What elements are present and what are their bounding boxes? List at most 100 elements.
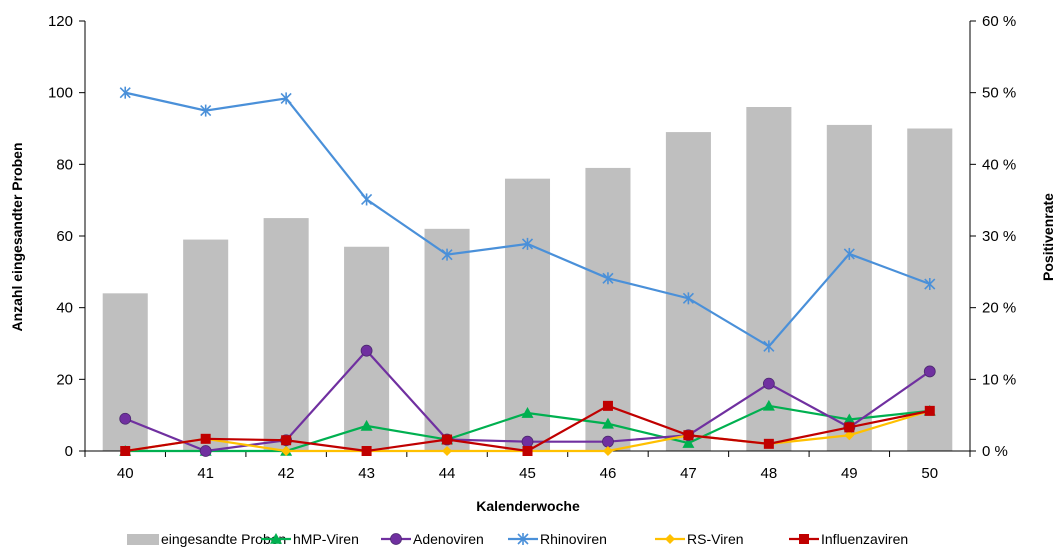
series-adenoviren (119, 344, 936, 457)
data-point-influenzaviren (522, 446, 533, 456)
y-right-tick-label: 10 % (982, 371, 1016, 388)
data-point-influenzaviren (281, 435, 292, 446)
legend-item-eingesandte-proben: eingesandte Proben (127, 531, 286, 547)
data-point-influenzaviren (200, 433, 211, 444)
legend-item-hmp-viren: hMP-Viren (261, 531, 359, 547)
data-point-adenoviren (360, 344, 373, 357)
data-point-rs-viren (844, 430, 855, 441)
axes-layer: 0 20 40 60 80 100 120 0 % 10 % 20 % 30 % 40 % 50 % 60… (48, 13, 1016, 482)
y-right-tick-label: 60 % (982, 13, 1016, 30)
data-point-rhinoviren (200, 104, 212, 117)
data-point-rhinoviren (682, 292, 694, 305)
legend-item-rs-viren: RS-Viren (655, 531, 744, 547)
x-tick-label: 49 (841, 465, 858, 482)
data-point-influenzaviren (442, 434, 453, 445)
data-point-influenzaviren (844, 422, 855, 433)
y-left-tick-label: 60 (56, 228, 73, 245)
data-point-adenoviren (119, 412, 132, 425)
bars-layer (102, 107, 953, 452)
y-right-tick-label: 50 % (982, 85, 1016, 102)
data-point-rhinoviren (763, 340, 775, 353)
data-point-adenoviren (521, 435, 534, 448)
x-tick-label: 42 (278, 465, 295, 482)
x-tick-label: 43 (358, 465, 375, 482)
data-point-rhinoviren (280, 92, 292, 105)
data-point-hmp-viren (521, 407, 534, 418)
y-left-tick-label: 40 (56, 300, 73, 317)
y-axis-left-title: Anzahl eingesandter Proben (9, 142, 25, 331)
data-point-rhinoviren (119, 86, 131, 99)
legend-label: hMP-Viren (293, 531, 359, 547)
data-point-rs-viren (602, 446, 613, 456)
y-right-tick-label: 0 % (982, 443, 1008, 460)
bar-45 (504, 178, 551, 451)
y-axis-right-title: Positivenrate (1040, 193, 1056, 281)
x-tick-label: 46 (600, 465, 617, 482)
x-tick-label: 44 (439, 465, 456, 482)
bar-48 (746, 107, 792, 451)
y-right-tick-label: 20 % (982, 300, 1016, 317)
legend-marker (799, 534, 809, 544)
legend-marker (390, 533, 402, 545)
data-point-hmp-viren (843, 413, 856, 425)
y-left-tick-label: 0 (65, 443, 73, 460)
data-point-rs-viren (442, 446, 453, 456)
data-point-influenzaviren (763, 438, 774, 449)
data-point-rhinoviren (361, 193, 373, 206)
legend-label: RS-Viren (687, 531, 744, 547)
legend-swatch (127, 534, 159, 545)
legend-item-adenoviren: Adenoviren (381, 531, 484, 547)
data-point-adenoviren (762, 377, 775, 390)
data-point-adenoviren (923, 365, 936, 378)
legend-marker (517, 533, 529, 545)
legend-label: Rhinoviren (540, 531, 607, 547)
bar-47 (665, 132, 711, 452)
data-point-hmp-viren (762, 399, 775, 411)
legend-marker (665, 534, 675, 544)
legend: eingesandte Proben hMP-Viren Adenoviren Rhi… (127, 531, 908, 547)
y-left-tick-label: 20 (56, 371, 73, 388)
legend-item-rhinoviren: Rhinoviren (508, 531, 607, 547)
y-right-tick-label: 40 % (982, 156, 1016, 173)
legend-label: eingesandte Proben (161, 531, 286, 547)
x-tick-label: 50 (921, 465, 938, 482)
data-point-hmp-viren (682, 437, 695, 448)
data-point-rs-viren (281, 446, 292, 456)
x-axis-title: Kalenderwoche (476, 498, 580, 514)
data-point-hmp-viren (601, 417, 614, 429)
x-tick-label: 41 (197, 465, 214, 482)
legend-item-influenzaviren: Influenzaviren (789, 531, 908, 547)
data-point-rhinoviren (924, 278, 936, 291)
data-point-influenzaviren (361, 446, 372, 456)
legend-label: Adenoviren (413, 531, 484, 547)
x-tick-label: 47 (680, 465, 697, 482)
x-tick-label: 48 (761, 465, 778, 482)
bar-41 (183, 239, 229, 451)
bar-49 (826, 124, 872, 452)
data-point-adenoviren (199, 445, 212, 457)
series-rhinoviren (119, 86, 936, 353)
data-point-rhinoviren (441, 248, 453, 261)
bar-40 (102, 293, 148, 451)
bar-42 (263, 218, 309, 451)
bar-44 (424, 228, 470, 451)
y-left-tick-label: 120 (48, 13, 73, 30)
y-left-tick-label: 100 (48, 85, 73, 102)
legend-label: Influenzaviren (821, 531, 908, 547)
data-point-adenoviren (602, 435, 614, 448)
data-point-rhinoviren (602, 272, 614, 285)
data-point-influenzaviren (683, 430, 694, 441)
legend-marker (270, 533, 282, 544)
data-point-rhinoviren (521, 237, 534, 250)
series-influenzaviren (120, 400, 935, 456)
data-point-rhinoviren (843, 247, 855, 260)
x-tick-label: 40 (117, 465, 134, 482)
data-point-influenzaviren (924, 405, 935, 416)
data-point-hmp-viren (360, 419, 373, 431)
data-point-influenzaviren (120, 446, 131, 456)
y-right-tick-label: 30 % (982, 228, 1016, 245)
y-left-tick-label: 80 (56, 156, 73, 173)
x-tick-label: 45 (519, 465, 536, 482)
